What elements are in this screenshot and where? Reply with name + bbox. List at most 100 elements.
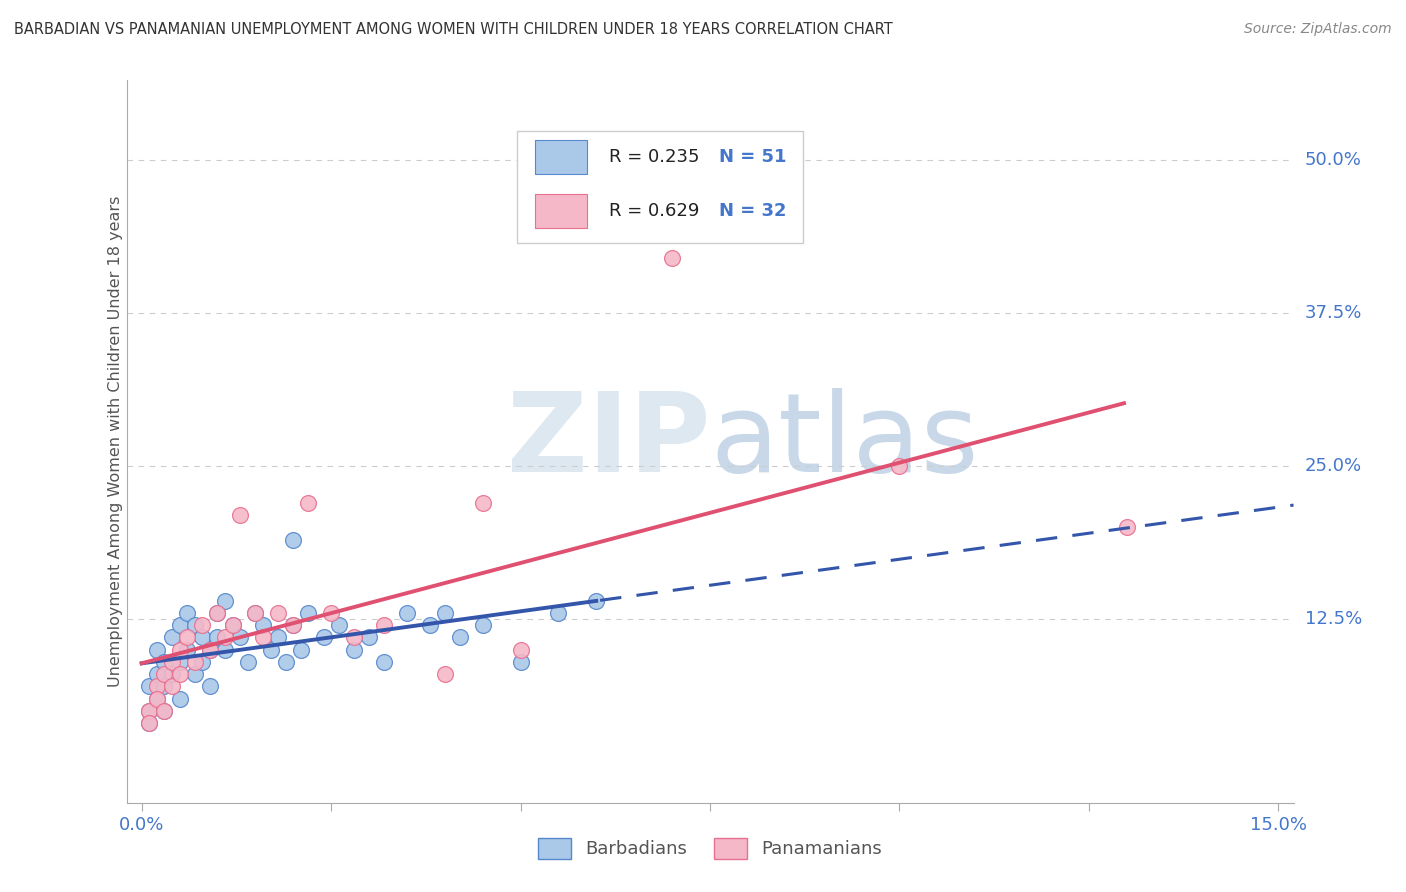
Text: 25.0%: 25.0% bbox=[1305, 457, 1362, 475]
Text: N = 51: N = 51 bbox=[720, 148, 787, 166]
Point bbox=[373, 655, 395, 669]
Point bbox=[176, 606, 198, 620]
Point bbox=[207, 631, 229, 645]
Point bbox=[283, 533, 305, 547]
Y-axis label: Unemployment Among Women with Children Under 18 years: Unemployment Among Women with Children U… bbox=[108, 196, 122, 687]
Point bbox=[312, 631, 335, 645]
Point bbox=[221, 618, 243, 632]
Point bbox=[283, 618, 305, 632]
Point bbox=[153, 680, 176, 694]
Point bbox=[207, 606, 229, 620]
Point bbox=[160, 655, 183, 669]
Point bbox=[290, 642, 312, 657]
Bar bbox=[536, 139, 588, 174]
Point bbox=[198, 680, 221, 694]
Point bbox=[138, 704, 160, 718]
Point bbox=[395, 606, 418, 620]
Text: BARBADIAN VS PANAMANIAN UNEMPLOYMENT AMONG WOMEN WITH CHILDREN UNDER 18 YEARS CO: BARBADIAN VS PANAMANIAN UNEMPLOYMENT AMO… bbox=[14, 22, 893, 37]
Point bbox=[146, 680, 169, 694]
Point bbox=[433, 606, 456, 620]
Point bbox=[146, 667, 169, 681]
Point bbox=[198, 642, 221, 657]
Point bbox=[252, 631, 274, 645]
Text: R = 0.235: R = 0.235 bbox=[609, 148, 699, 166]
Text: Source: ZipAtlas.com: Source: ZipAtlas.com bbox=[1244, 22, 1392, 37]
Point bbox=[229, 631, 252, 645]
Point bbox=[283, 618, 305, 632]
Text: ZIP: ZIP bbox=[506, 388, 710, 495]
Point bbox=[184, 667, 207, 681]
Point bbox=[176, 642, 198, 657]
Point bbox=[153, 704, 176, 718]
Point bbox=[214, 631, 236, 645]
Point bbox=[245, 606, 267, 620]
Point bbox=[138, 716, 160, 731]
Point bbox=[267, 631, 290, 645]
Text: N = 32: N = 32 bbox=[720, 202, 787, 220]
Point bbox=[198, 642, 221, 657]
Point bbox=[153, 667, 176, 681]
Point bbox=[471, 618, 494, 632]
Text: R = 0.629: R = 0.629 bbox=[609, 202, 699, 220]
Point bbox=[585, 593, 607, 607]
Point bbox=[449, 631, 471, 645]
Point bbox=[191, 655, 214, 669]
Point bbox=[433, 667, 456, 681]
Point bbox=[297, 606, 319, 620]
Point bbox=[236, 655, 259, 669]
Point bbox=[509, 642, 531, 657]
Point bbox=[169, 655, 191, 669]
Text: 12.5%: 12.5% bbox=[1305, 610, 1362, 628]
Point bbox=[153, 704, 176, 718]
Point bbox=[419, 618, 441, 632]
Point bbox=[328, 618, 350, 632]
Point bbox=[176, 631, 198, 645]
Point bbox=[169, 618, 191, 632]
Point bbox=[229, 508, 252, 522]
Point bbox=[191, 631, 214, 645]
Point bbox=[252, 618, 274, 632]
Point bbox=[138, 680, 160, 694]
Point bbox=[138, 716, 160, 731]
Point bbox=[509, 655, 531, 669]
Text: atlas: atlas bbox=[710, 388, 979, 495]
Point bbox=[343, 631, 366, 645]
Legend: Barbadians, Panamanians: Barbadians, Panamanians bbox=[531, 830, 889, 866]
Point bbox=[221, 618, 243, 632]
Point bbox=[343, 642, 366, 657]
Point bbox=[1115, 520, 1137, 534]
Point bbox=[214, 593, 236, 607]
Text: 50.0%: 50.0% bbox=[1305, 151, 1361, 169]
Point bbox=[267, 606, 290, 620]
Point bbox=[274, 655, 297, 669]
Point bbox=[547, 606, 569, 620]
Point bbox=[321, 606, 343, 620]
Point bbox=[191, 618, 214, 632]
Point bbox=[214, 642, 236, 657]
Point bbox=[146, 691, 169, 706]
Text: 37.5%: 37.5% bbox=[1305, 304, 1362, 322]
Point bbox=[373, 618, 395, 632]
Point bbox=[184, 655, 207, 669]
Point bbox=[146, 691, 169, 706]
Point bbox=[153, 655, 176, 669]
Point bbox=[297, 496, 319, 510]
Point bbox=[471, 496, 494, 510]
Point bbox=[160, 631, 183, 645]
Point bbox=[259, 642, 281, 657]
Point bbox=[661, 251, 683, 265]
Point bbox=[357, 631, 380, 645]
Point bbox=[169, 642, 191, 657]
Point bbox=[160, 680, 183, 694]
Point bbox=[160, 667, 183, 681]
Point bbox=[889, 458, 911, 473]
FancyBboxPatch shape bbox=[517, 131, 803, 243]
Point bbox=[146, 642, 169, 657]
Point bbox=[245, 606, 267, 620]
Point bbox=[184, 618, 207, 632]
Point bbox=[207, 606, 229, 620]
Point bbox=[169, 691, 191, 706]
Bar bbox=[536, 194, 588, 228]
Point bbox=[138, 704, 160, 718]
Point bbox=[169, 667, 191, 681]
